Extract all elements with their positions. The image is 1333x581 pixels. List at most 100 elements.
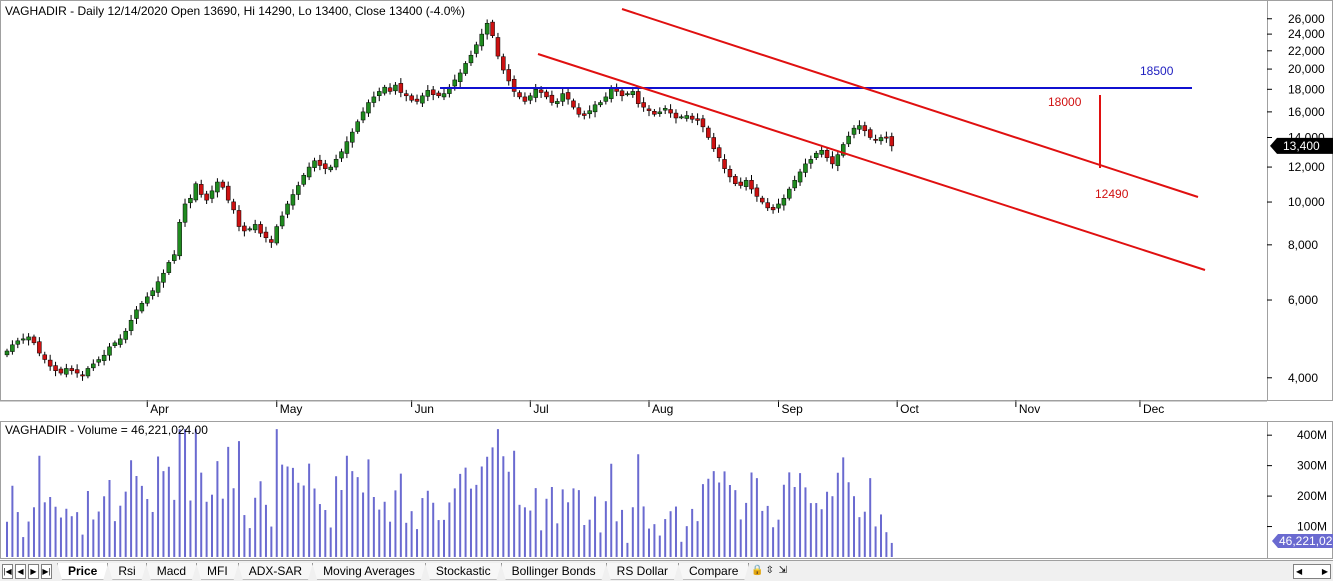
lock-icon[interactable]: 🔒 (751, 565, 764, 576)
next-tab-button[interactable]: ▶ (28, 563, 39, 579)
candle-down (47, 359, 53, 367)
price-axis-tick-label: 12,000 (1288, 160, 1325, 174)
candle-up (382, 86, 387, 94)
candle-up (479, 33, 485, 47)
candle-up (555, 101, 560, 104)
tab-rs-dollar[interactable]: RS Dollar (606, 563, 679, 580)
candle-down (490, 21, 495, 36)
candle-down (760, 197, 765, 203)
candle-up (182, 203, 188, 223)
target-label: 18000 (1048, 95, 1082, 109)
candle-up (306, 166, 312, 178)
candle-up (781, 197, 787, 206)
scroll-sync-icon[interactable]: ⇳ (765, 565, 775, 576)
price-pane-title: VAGHADIR - Daily 12/14/2020 Open 13690, … (5, 4, 465, 18)
candle-up (96, 359, 101, 363)
candle-up (4, 350, 10, 356)
candle-down (403, 93, 409, 97)
time-axis-tick-label: Aug (652, 402, 673, 416)
candle-down (711, 137, 716, 150)
candle-up (123, 330, 128, 340)
candle-up (193, 183, 199, 201)
candle-up (452, 79, 458, 87)
candle-up (26, 336, 31, 341)
candle-up (91, 363, 96, 369)
candle-up (290, 194, 296, 206)
candle-down (430, 89, 436, 95)
first-tab-button[interactable]: |◀ (2, 563, 13, 579)
candle-up (377, 91, 382, 97)
candle-down (862, 125, 868, 132)
candle-up (371, 96, 377, 103)
tab-moving-averages[interactable]: Moving Averages (312, 563, 426, 580)
candle-down (436, 92, 441, 97)
horizontal-scrollbar[interactable]: ◀ ▶ (1293, 563, 1331, 579)
price-axis-tick-label: 16,000 (1288, 105, 1325, 119)
candle-up (463, 63, 468, 74)
price-axis-tick-label: 8,000 (1288, 238, 1318, 252)
price-axis-tick-label: 22,000 (1288, 44, 1325, 58)
candle-down (204, 193, 209, 201)
candle-down (635, 91, 641, 104)
candle-down (69, 368, 74, 371)
sheet-tab-bar: |◀ ◀ ▶ ▶| Price Rsi Macd MFI ADX-SAR Moving A… (0, 560, 1333, 581)
candle-up (425, 90, 431, 97)
tab-list: Price Rsi Macd MFI ADX-SAR Moving Averages Sto… (58, 563, 749, 580)
candle-up (592, 104, 598, 113)
candle-up (64, 368, 69, 375)
candle-up (393, 84, 398, 92)
tab-price[interactable]: Price (57, 563, 108, 580)
candle-up (598, 102, 603, 106)
candle-down (522, 96, 528, 102)
scroll-right-icon[interactable]: ▶ (1321, 566, 1328, 576)
last-tab-button[interactable]: ▶| (41, 563, 52, 579)
tab-adx-sar[interactable]: ADX-SAR (238, 563, 313, 580)
candle-down (873, 138, 878, 141)
price-axis-tick-label: 6,000 (1288, 293, 1318, 307)
resistance-label: 18500 (1140, 64, 1174, 78)
candle-up (145, 296, 150, 304)
scroll-left-icon[interactable]: ◀ (1296, 566, 1303, 576)
candle-down (506, 69, 511, 82)
last-volume-badge-text: 46,221,02 (1279, 534, 1333, 548)
candle-down (582, 113, 587, 116)
tab-mfi[interactable]: MFI (196, 563, 239, 580)
candle-down (565, 92, 571, 100)
price-axis-tick-label: 24,000 (1288, 27, 1325, 41)
price-axis-tick-label: 18,000 (1288, 82, 1325, 96)
price-axis-panel (1267, 0, 1333, 401)
candle-down (765, 202, 770, 209)
candle-up (684, 115, 690, 119)
candle-down (830, 156, 835, 165)
tab-rsi[interactable]: Rsi (107, 563, 146, 580)
split-icon[interactable]: ⇲ (778, 565, 788, 576)
candle-up (328, 166, 333, 171)
time-axis-tick-label: Dec (1143, 402, 1164, 416)
candle-down (544, 91, 549, 98)
candle-up (679, 116, 684, 119)
candle-up (188, 197, 193, 204)
time-axis-tick-label: Jul (533, 402, 548, 416)
time-axis-tick-label: Jun (415, 402, 434, 416)
candle-down (37, 341, 42, 354)
candle-up (209, 190, 215, 199)
candle-down (571, 100, 576, 108)
price-layer (4, 19, 895, 381)
tab-compare[interactable]: Compare (678, 563, 749, 580)
tab-stockastic[interactable]: Stockastic (425, 563, 502, 580)
candle-down (409, 95, 414, 101)
candle-down (263, 231, 269, 239)
candle-up (587, 110, 592, 115)
candle-down (42, 354, 48, 360)
candle-down (258, 224, 263, 234)
candle-up (803, 163, 808, 173)
candle-up (118, 338, 123, 345)
candle-down (538, 89, 544, 93)
candle-down (398, 83, 404, 93)
candle-down (495, 37, 501, 57)
prev-tab-button[interactable]: ◀ (15, 563, 26, 579)
tab-bollinger-bonds[interactable]: Bollinger Bonds (501, 563, 607, 580)
candle-down (700, 118, 706, 128)
candle-up (279, 215, 285, 227)
tab-macd[interactable]: Macd (146, 563, 197, 580)
